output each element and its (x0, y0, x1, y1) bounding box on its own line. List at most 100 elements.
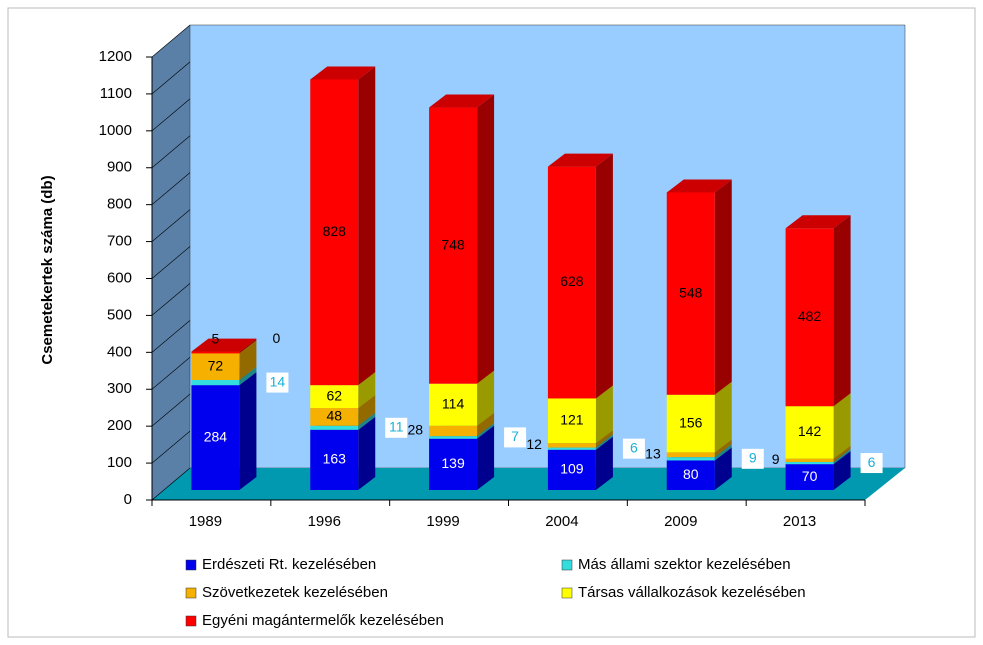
bar-segment (191, 338, 257, 354)
side-grid-line (151, 98, 191, 132)
data-label: 163 (323, 451, 347, 467)
y-tick-label: 800 (107, 196, 132, 213)
bar-segment (666, 179, 732, 395)
bar-side (477, 412, 495, 437)
y-tick-label: 600 (107, 269, 132, 286)
bar-top (191, 338, 257, 352)
data-label: 482 (798, 308, 822, 324)
data-label: 748 (441, 236, 465, 252)
bar-side (358, 412, 376, 430)
x-tick-label: 2004 (545, 513, 578, 530)
y-tick-label: 100 (107, 454, 132, 471)
y-tick-label: 1200 (99, 48, 132, 65)
bar (310, 429, 359, 490)
y-tick-label: 700 (107, 233, 132, 250)
y-tick-label: 1000 (99, 122, 132, 139)
bar (310, 79, 359, 386)
data-label: 109 (560, 461, 584, 477)
label-box (741, 448, 764, 469)
data-label: 548 (679, 284, 703, 300)
legend-swatch (561, 559, 573, 571)
bar-side (714, 444, 732, 461)
bar-segment (785, 215, 851, 407)
side-grid-line (151, 61, 191, 95)
data-label: 11 (389, 418, 404, 434)
side-grid-line (151, 283, 191, 316)
x-tick-label: 1999 (426, 513, 459, 530)
data-label: 9 (772, 451, 780, 467)
y-tick-label: 400 (107, 343, 132, 360)
data-label: 156 (679, 414, 703, 430)
side-grid-line (151, 135, 191, 168)
bar-side (833, 445, 851, 462)
bar (547, 166, 596, 399)
bar-side (477, 94, 495, 384)
y-tick-label: 300 (107, 380, 132, 397)
y-tick-label: 1100 (100, 85, 132, 102)
side-grid-line (151, 430, 191, 464)
label-box (266, 372, 289, 393)
label-box (860, 453, 883, 474)
data-label: 80 (683, 466, 699, 482)
bar-top (429, 94, 495, 108)
label-box (385, 417, 408, 438)
data-label: 14 (270, 373, 286, 389)
data-label: 828 (323, 223, 347, 239)
legend-swatch (185, 587, 197, 599)
bar-side (239, 372, 257, 490)
bar (666, 192, 715, 395)
legend-label: Erdészeti Rt. kezelésében (202, 556, 376, 573)
bar (429, 107, 478, 384)
legend-swatch (185, 615, 197, 627)
y-tick-label: 200 (107, 417, 132, 434)
bar (429, 438, 478, 490)
y-tick-label: 500 (107, 306, 132, 323)
bar-top (547, 153, 613, 167)
data-label: 48 (326, 408, 342, 424)
side-grid-line (151, 357, 191, 390)
bar (547, 447, 596, 450)
bar-side (477, 370, 495, 426)
bar-top (310, 66, 376, 80)
side-grid-line (151, 320, 191, 353)
bar (666, 452, 715, 458)
bar (547, 449, 596, 490)
bar-side (595, 436, 613, 490)
bar (429, 436, 478, 439)
data-label: 114 (442, 395, 465, 411)
bar (785, 461, 834, 465)
data-label: 0 (273, 330, 281, 346)
bar-side (833, 448, 851, 465)
data-label: 13 (645, 445, 661, 461)
bar-segment (547, 153, 613, 399)
bar-side (714, 439, 732, 458)
bar (666, 394, 715, 453)
bar-side (239, 338, 257, 354)
bar (666, 457, 715, 461)
bar (429, 425, 478, 437)
legend-label: Társas vállalkozások kezelésében (578, 584, 806, 601)
data-label: 62 (326, 387, 342, 403)
data-label: 139 (441, 455, 465, 471)
bar-side (833, 393, 851, 459)
legend-label: Más állami szektor kezelésében (578, 556, 791, 573)
label-box (504, 427, 527, 448)
label-box (622, 438, 645, 459)
bar-side (595, 385, 613, 444)
bar (785, 464, 834, 490)
bar (310, 408, 359, 426)
bar-side (833, 451, 851, 490)
bar (785, 228, 834, 407)
bar-side (358, 372, 376, 409)
x-tick-label: 2009 (664, 513, 697, 530)
legend-label: Szövetkezetek kezelésében (202, 584, 388, 601)
data-label: 70 (802, 468, 818, 484)
data-label: 6 (630, 439, 638, 455)
side-grid-line (151, 24, 191, 58)
side-grid-line (151, 467, 191, 501)
data-label: 9 (749, 450, 757, 466)
bar-side (477, 425, 495, 490)
bar (191, 385, 240, 490)
bar-side (595, 434, 613, 450)
